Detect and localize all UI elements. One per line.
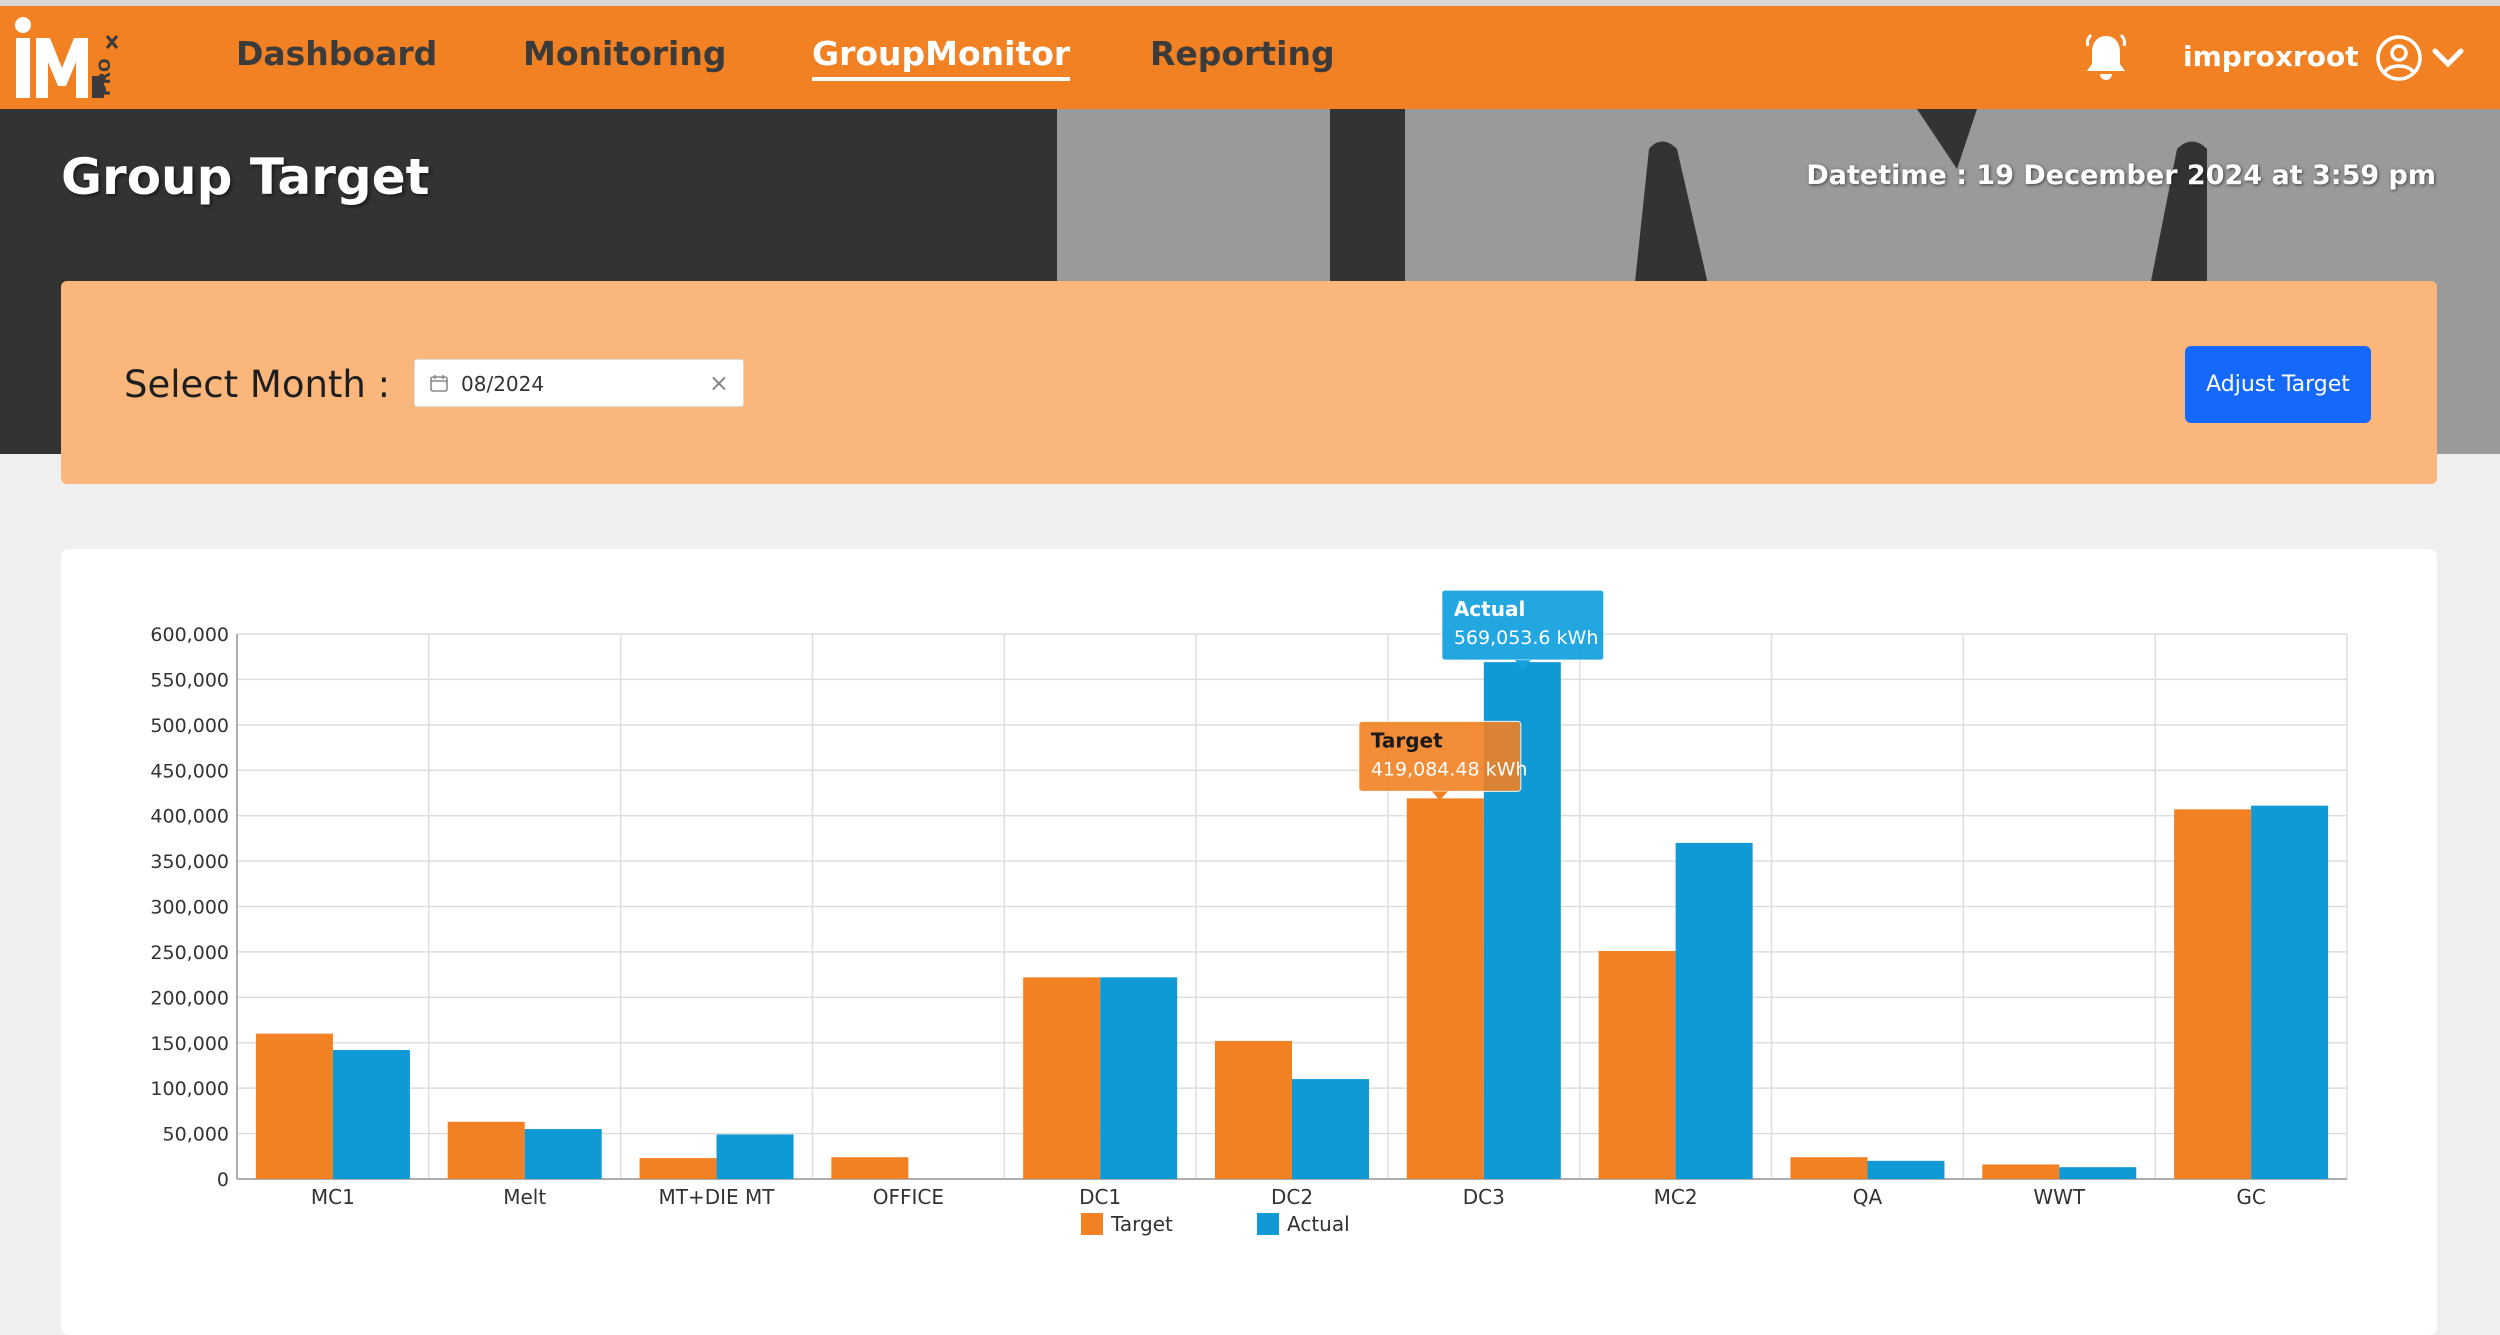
nav-dashboard[interactable]: Dashboard [236, 34, 438, 73]
username-label[interactable]: improxroot [2183, 40, 2359, 73]
x-tick-label: DC1 [1079, 1185, 1121, 1209]
bar-target-dc3 [1406, 798, 1484, 1179]
bar-actual-dc1 [1100, 977, 1178, 1179]
y-tick-label: 100,000 [150, 1078, 229, 1100]
y-tick-label: 500,000 [150, 715, 229, 737]
bell-icon[interactable] [2082, 32, 2130, 84]
tooltip-box [1441, 589, 1605, 661]
datetime-value: 19 December 2024 at 3:59 pm [1976, 160, 2436, 191]
window-frame [0, 0, 2500, 6]
calendar-icon [430, 375, 448, 392]
x-tick-label: MT+DIE MT [659, 1185, 776, 1209]
svg-text:PRO: PRO [95, 58, 114, 96]
y-tick-label: 550,000 [150, 669, 229, 691]
y-tick-label: 600,000 [150, 624, 229, 646]
adjust-target-button[interactable]: Adjust Target [2185, 346, 2371, 423]
bar-actual-mc1 [332, 1050, 410, 1179]
tooltip-target: Target 419,084.48 kWh [1358, 720, 1528, 801]
chart-card: 0 50,000 100,000 150,000 200,000 250,000 300,0… [61, 549, 2437, 1335]
bar-target-melt [447, 1121, 525, 1179]
bar-target-gc [2174, 809, 2252, 1179]
tooltip-actual: Actual 569,053.6 kWh [1441, 589, 1605, 670]
page-title: Group Target [61, 148, 430, 206]
y-tick-label: 400,000 [150, 806, 229, 828]
y-tick-label: 350,000 [150, 851, 229, 873]
bar-actual-qa [1867, 1160, 1945, 1179]
nav-groupmonitor[interactable]: GroupMonitor [812, 34, 1071, 81]
tooltip-title: Target [1371, 728, 1443, 752]
x-tick-label: DC2 [1271, 1185, 1313, 1209]
x-tick-label: MC2 [1654, 1185, 1698, 1209]
filter-card: Select Month : 08/2024 × Adjust Target [61, 281, 2437, 484]
bar-actual-mc2 [1675, 842, 1753, 1179]
y-tick-label: 200,000 [150, 987, 229, 1009]
y-tick-label: 300,000 [150, 897, 229, 919]
legend-swatch-target [1081, 1213, 1103, 1235]
legend-label-target: Target [1110, 1212, 1173, 1236]
nav-reporting[interactable]: Reporting [1150, 34, 1335, 73]
bar-target-dc1 [1023, 977, 1101, 1179]
tooltip-arrow [1431, 791, 1448, 801]
x-tick-label: QA [1853, 1185, 1883, 1209]
legend-label-actual: Actual [1287, 1212, 1350, 1236]
bar-target-wwt [1982, 1164, 2060, 1179]
month-picker-input[interactable]: 08/2024 × [414, 359, 744, 407]
bar-target-office [831, 1157, 909, 1179]
x-tick-label: GC [2236, 1185, 2265, 1209]
month-picker-value: 08/2024 [461, 372, 545, 396]
bar-actual-mt-die-mt [716, 1134, 794, 1179]
group-target-chart: 0 50,000 100,000 150,000 200,000 250,000 300,0… [150, 589, 2348, 1236]
y-tick-label: 150,000 [150, 1033, 229, 1055]
bar-target-mc2 [1598, 951, 1676, 1179]
x-tick-label: WWT [2033, 1185, 2086, 1209]
clear-icon[interactable]: × [708, 369, 729, 397]
bar-target-qa [1790, 1157, 1868, 1179]
bar-actual-dc2 [1292, 1079, 1369, 1179]
y-tick-label: 50,000 [163, 1124, 229, 1146]
bar-actual-gc [2251, 805, 2329, 1179]
x-tick-label: MC1 [311, 1185, 355, 1209]
tooltip-arrow [1514, 660, 1531, 670]
user-avatar-icon[interactable] [2375, 34, 2423, 82]
tooltip-value: 569,053.6 kWh [1454, 627, 1599, 649]
nav-monitoring[interactable]: Monitoring [523, 34, 727, 73]
x-tick-label: OFFICE [873, 1185, 944, 1209]
datetime-display: Datetime : 19 December 2024 at 3:59 pm [1806, 160, 2436, 191]
y-tick-label: 0 [217, 1169, 229, 1191]
bar-actual-melt [524, 1129, 602, 1179]
bar-target-dc2 [1215, 1040, 1292, 1179]
tooltip-value: 419,084.48 kWh [1371, 758, 1528, 780]
top-navbar: PRO Dashboard Monitoring GroupMonitor Re… [0, 6, 2500, 109]
tooltip-title: Actual [1454, 597, 1525, 621]
chevron-down-icon[interactable] [2430, 44, 2466, 72]
bar-target-mt-die-mt [639, 1158, 717, 1179]
select-month-label: Select Month : [124, 363, 391, 406]
improx-logo[interactable]: PRO [12, 16, 132, 104]
y-tick-label: 250,000 [150, 942, 229, 964]
legend-swatch-actual [1257, 1213, 1279, 1235]
bar-target-mc1 [255, 1033, 333, 1179]
y-tick-label: 450,000 [150, 760, 229, 782]
x-tick-label: Melt [503, 1185, 546, 1209]
datetime-label: Datetime : [1806, 160, 1967, 191]
x-tick-label: DC3 [1463, 1185, 1505, 1209]
bar-actual-wwt [2059, 1167, 2137, 1179]
